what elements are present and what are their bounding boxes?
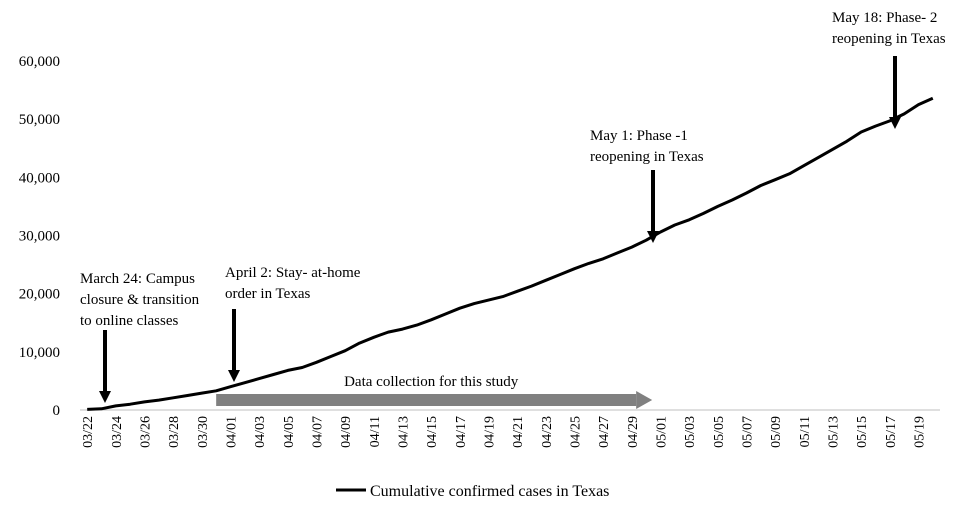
x-tick-label: 03/28 (167, 416, 182, 448)
x-tick-label: 05/15 (855, 416, 870, 448)
x-tick-label: 05/07 (741, 416, 756, 448)
annotation-text: closure & transition (80, 292, 200, 308)
x-tick-label: 04/13 (397, 416, 412, 448)
x-tick-label: 05/19 (913, 416, 928, 448)
annotation-text: May 1: Phase -1 (590, 128, 688, 144)
x-tick-label: 04/07 (311, 416, 326, 448)
x-tick-label: 04/21 (511, 416, 526, 448)
data-collection-arrow-bar (216, 394, 637, 406)
x-tick-label: 04/25 (569, 416, 584, 448)
annotation-arrow-head (647, 231, 659, 243)
x-tick-label: 05/09 (769, 416, 784, 448)
x-tick-label: 04/19 (483, 416, 498, 448)
x-tick-label: 03/26 (139, 416, 154, 448)
x-tick-label: 05/03 (683, 416, 698, 448)
y-tick-label: 10,000 (19, 345, 60, 361)
x-tick-label: 04/27 (597, 416, 612, 448)
annotation-text: reopening in Texas (590, 149, 704, 165)
annotation-text: April 2: Stay- at-home (225, 265, 361, 281)
x-tick-label: 04/29 (626, 416, 641, 448)
legend-label: Cumulative confirmed cases in Texas (370, 483, 609, 500)
annotation-text: order in Texas (225, 286, 310, 302)
annotation-text: March 24: Campus (80, 271, 195, 287)
x-tick-label: 04/01 (225, 416, 240, 448)
data-collection-label: Data collection for this study (344, 374, 519, 390)
x-tick-label: 04/05 (282, 416, 297, 448)
x-tick-label: 05/05 (712, 416, 727, 448)
annotation-arrow-head (99, 391, 111, 403)
y-tick-label: 0 (53, 403, 61, 419)
x-tick-label: 04/15 (425, 416, 440, 448)
annotation-text: May 18: Phase- 2 (832, 10, 937, 26)
x-tick-label: 05/13 (827, 416, 842, 448)
x-tick-label: 04/09 (339, 416, 354, 448)
annotation-text: to online classes (80, 313, 178, 329)
annotation-arrow-head (889, 117, 901, 129)
x-tick-label: 04/17 (454, 416, 469, 448)
x-tick-label: 03/22 (81, 416, 96, 448)
x-tick-label: 03/30 (196, 416, 211, 448)
y-tick-label: 50,000 (19, 112, 60, 128)
y-tick-label: 40,000 (19, 170, 60, 186)
x-tick-label: 05/17 (884, 416, 899, 448)
x-tick-label: 04/23 (540, 416, 555, 448)
y-tick-label: 30,000 (19, 229, 60, 245)
x-tick-label: 03/24 (110, 416, 125, 448)
data-collection-arrow-head (636, 391, 653, 409)
x-tick-label: 04/11 (368, 416, 383, 447)
y-tick-label: 60,000 (19, 54, 60, 70)
x-tick-label: 04/03 (253, 416, 268, 448)
series-line (87, 96, 934, 411)
x-tick-label: 05/11 (798, 416, 813, 447)
y-tick-label: 20,000 (19, 287, 60, 303)
annotation-arrow-head (228, 370, 240, 382)
x-tick-label: 05/01 (655, 416, 670, 448)
annotation-text: reopening in Texas (832, 31, 946, 47)
